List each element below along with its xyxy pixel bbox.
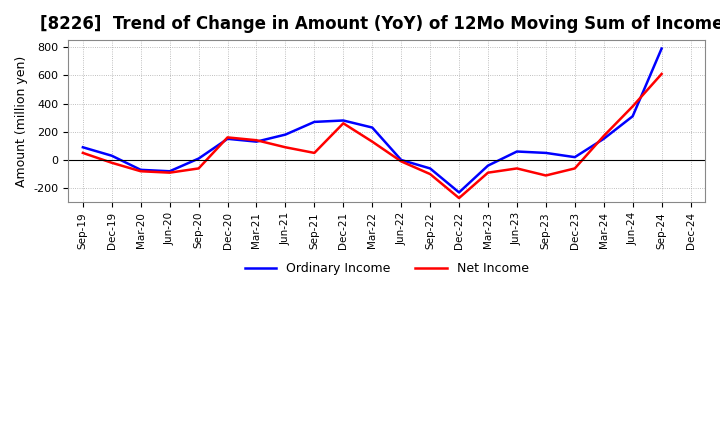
Net Income [310,150,319,156]
Net Income [541,173,550,178]
Ordinary Income [339,118,348,123]
Ordinary Income [194,156,203,161]
Net Income [136,169,145,174]
Ordinary Income [426,166,434,171]
Net Income [397,159,405,164]
Net Income [629,104,637,109]
Net Income [78,150,87,156]
Title: [8226]  Trend of Change in Amount (YoY) of 12Mo Moving Sum of Incomes: [8226] Trend of Change in Amount (YoY) o… [40,15,720,33]
Net Income [223,135,232,140]
Ordinary Income [136,167,145,172]
Net Income [107,160,116,165]
Net Income [484,170,492,175]
Ordinary Income [513,149,521,154]
Net Income [339,121,348,126]
Ordinary Income [310,119,319,125]
Net Income [570,166,579,171]
Ordinary Income [223,136,232,141]
Net Income [194,166,203,171]
Ordinary Income [600,136,608,141]
Ordinary Income [455,190,464,195]
Ordinary Income [166,169,174,174]
Ordinary Income [107,153,116,158]
Net Income [426,172,434,177]
Ordinary Income [397,158,405,163]
Line: Ordinary Income: Ordinary Income [83,48,662,192]
Net Income [657,71,666,77]
Y-axis label: Amount (million yen): Amount (million yen) [15,55,28,187]
Legend: Ordinary Income, Net Income: Ordinary Income, Net Income [240,257,534,280]
Net Income [368,139,377,144]
Net Income [166,170,174,175]
Ordinary Income [368,125,377,130]
Ordinary Income [484,163,492,168]
Ordinary Income [570,154,579,160]
Ordinary Income [252,139,261,144]
Line: Net Income: Net Income [83,74,662,198]
Ordinary Income [541,150,550,156]
Net Income [455,195,464,201]
Ordinary Income [78,145,87,150]
Net Income [513,166,521,171]
Net Income [600,133,608,139]
Ordinary Income [281,132,289,137]
Ordinary Income [629,114,637,119]
Net Income [281,145,289,150]
Ordinary Income [657,46,666,51]
Net Income [252,138,261,143]
